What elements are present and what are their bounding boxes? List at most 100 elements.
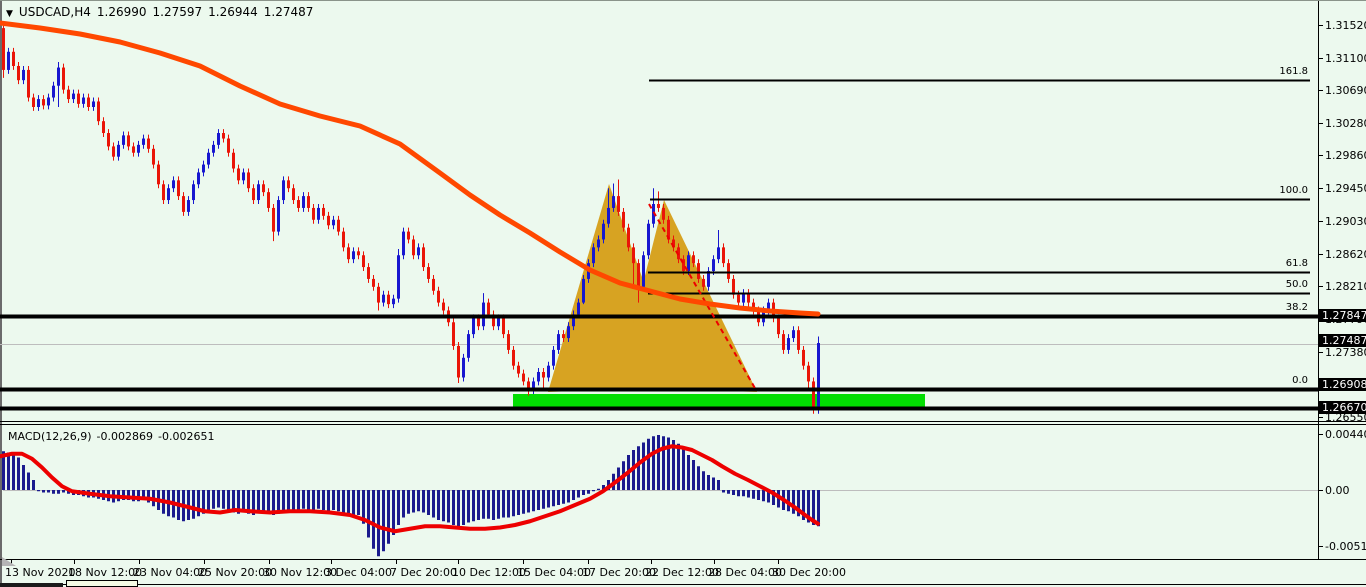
window-left-border bbox=[0, 1, 2, 587]
price-axis-label: 1.29860 bbox=[1325, 149, 1366, 162]
macd-histogram-bar bbox=[707, 475, 710, 490]
candle-body bbox=[752, 302, 755, 311]
time-axis-label[interactable]: 30 Dec 20:00 bbox=[772, 566, 846, 579]
moving-average-line[interactable] bbox=[0, 20, 821, 317]
candle-body bbox=[432, 278, 435, 291]
candle-body bbox=[592, 247, 595, 264]
macd-histogram-bar bbox=[722, 490, 725, 493]
candle-body bbox=[102, 121, 105, 134]
candle-body bbox=[632, 247, 635, 264]
candle-body bbox=[57, 67, 60, 86]
candle-body bbox=[782, 334, 785, 350]
candle-body bbox=[82, 97, 85, 104]
candle-body bbox=[27, 69, 30, 98]
macd-histogram-bar bbox=[752, 490, 755, 499]
candle-body bbox=[497, 318, 500, 327]
time-axis-label[interactable]: 30 Nov 12:00 bbox=[263, 566, 338, 579]
candle-body bbox=[322, 207, 325, 216]
candle-body bbox=[442, 302, 445, 311]
macd-histogram-bar bbox=[372, 490, 375, 549]
time-axis-label[interactable]: 18 Nov 12:00 bbox=[68, 566, 143, 579]
candle-body bbox=[512, 349, 515, 366]
candle-body bbox=[152, 148, 155, 165]
candle-body bbox=[492, 314, 495, 327]
candle-body bbox=[767, 302, 770, 311]
macd-axis-label: -0.005156 bbox=[1325, 540, 1366, 553]
candle-body bbox=[62, 67, 65, 90]
candle-body bbox=[122, 135, 125, 145]
candle-body bbox=[207, 152, 210, 165]
macd-histogram-bar bbox=[342, 490, 345, 514]
pattern-triangle-2[interactable] bbox=[617, 200, 757, 392]
green-demand-zone[interactable] bbox=[513, 394, 925, 409]
macd-histogram-bar bbox=[7, 452, 10, 490]
time-axis-label[interactable]: 28 Dec 04:00 bbox=[708, 566, 782, 579]
pane-resize-grip[interactable] bbox=[2, 557, 16, 566]
candle-body bbox=[712, 259, 715, 272]
time-axis-label[interactable]: 13 Nov 2020 bbox=[5, 566, 76, 579]
macd-histogram-bar bbox=[282, 490, 285, 512]
candle-body bbox=[687, 255, 690, 272]
candle-body bbox=[47, 97, 50, 106]
candle-body bbox=[232, 152, 235, 169]
macd-histogram-bar bbox=[647, 438, 650, 490]
time-axis-label[interactable]: 22 Dec 12:00 bbox=[645, 566, 719, 579]
macd-histogram-bar bbox=[562, 490, 565, 504]
macd-histogram-bar bbox=[432, 490, 435, 518]
candle-body bbox=[217, 133, 220, 145]
price-axis-label: 1.28620 bbox=[1325, 248, 1366, 261]
chevron-down-icon[interactable]: ▼ bbox=[6, 9, 13, 19]
macd-histogram-bar bbox=[767, 490, 770, 503]
candle-body bbox=[682, 259, 685, 272]
scrollbar-track[interactable] bbox=[0, 584, 1366, 585]
macd-histogram-bar bbox=[447, 490, 450, 523]
candle-body bbox=[627, 227, 630, 248]
macd-histogram-bar bbox=[792, 490, 795, 514]
time-axis-label[interactable]: 3 Dec 04:00 bbox=[325, 566, 392, 579]
fib-level-label: 38.2 bbox=[1285, 302, 1308, 313]
candle-body bbox=[397, 255, 400, 299]
candle-body bbox=[657, 203, 660, 208]
macd-histogram-bar bbox=[667, 437, 670, 490]
macd-histogram-bar bbox=[232, 490, 235, 513]
candle-body bbox=[282, 180, 285, 201]
macd-histogram-bar bbox=[592, 490, 595, 492]
candle-body bbox=[157, 164, 160, 185]
macd-histogram-bar bbox=[527, 490, 530, 513]
macd-histogram-bar bbox=[257, 490, 260, 513]
macd-histogram-bar bbox=[677, 443, 680, 490]
macd-signal-value: -0.002651 bbox=[158, 430, 215, 443]
candle-body bbox=[522, 373, 525, 382]
price-axis-label: 1.29030 bbox=[1325, 215, 1366, 228]
macd-histogram-bar bbox=[262, 490, 265, 512]
macd-histogram-bar bbox=[32, 480, 35, 490]
macd-histogram-bar bbox=[552, 490, 555, 507]
time-axis-label[interactable]: 15 Dec 04:00 bbox=[517, 566, 591, 579]
candle-body bbox=[737, 294, 740, 303]
candle-body bbox=[292, 188, 295, 201]
fib-level-label: 0.0 bbox=[1292, 375, 1308, 386]
candle-body bbox=[732, 278, 735, 295]
time-axis-label[interactable]: 23 Nov 04:00 bbox=[133, 566, 208, 579]
candle-body bbox=[352, 251, 355, 260]
macd-histogram-bar bbox=[587, 490, 590, 494]
candle-body bbox=[577, 302, 580, 315]
time-axis-label[interactable]: 10 Dec 12:00 bbox=[452, 566, 526, 579]
macd-histogram-bar bbox=[197, 490, 200, 517]
macd-histogram-bar bbox=[732, 490, 735, 495]
macd-histogram-bar bbox=[207, 490, 210, 512]
macd-histogram-bar bbox=[762, 490, 765, 502]
candle-body bbox=[87, 97, 90, 107]
candle-body bbox=[807, 365, 810, 382]
time-axis-label[interactable]: 7 Dec 20:00 bbox=[390, 566, 457, 579]
macd-histogram-bar bbox=[522, 490, 525, 514]
candle-body bbox=[482, 302, 485, 327]
candle-body bbox=[2, 28, 5, 70]
time-axis-label[interactable]: 17 Dec 20:00 bbox=[582, 566, 656, 579]
fib-level-label: 61.8 bbox=[1285, 258, 1308, 269]
time-axis-label[interactable]: 25 Nov 20:00 bbox=[198, 566, 273, 579]
candle-body bbox=[582, 278, 585, 303]
candle-body bbox=[642, 255, 645, 287]
scrollbar-thumb[interactable] bbox=[66, 580, 138, 587]
